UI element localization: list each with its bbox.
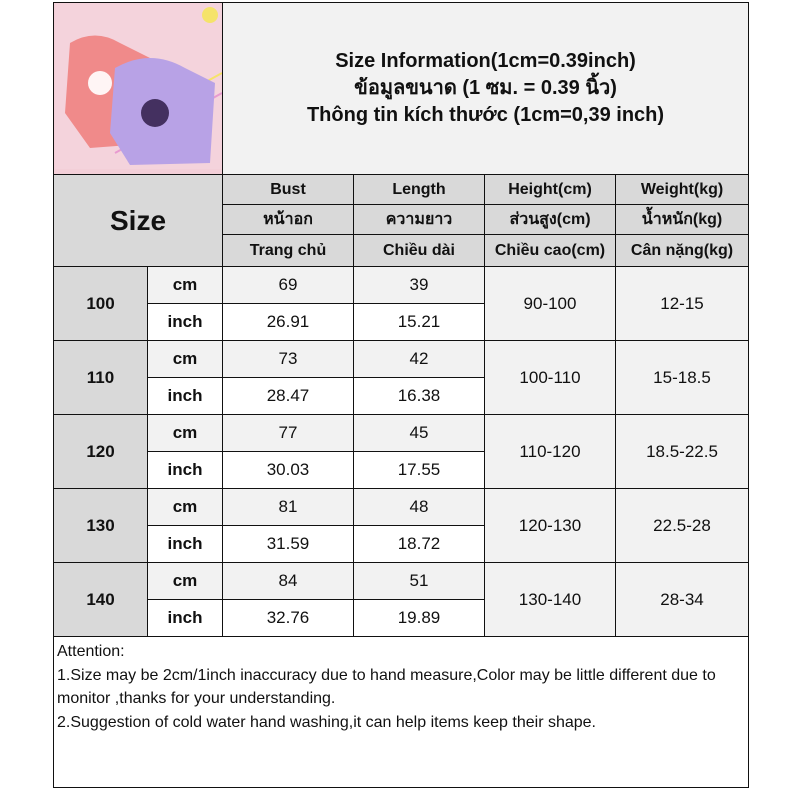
table-row-inch: inch 26.91 15.21 (54, 303, 749, 341)
header-height-vi: Chiều cao(cm) (484, 234, 616, 267)
header-weight-vi: Cân nặng(kg) (614, 234, 750, 267)
length-inch: 15.21 (353, 303, 485, 341)
header-height-th: ส่วนสูง(cm) (484, 204, 616, 235)
table-row-cm: 130 cm 81 48 120-130 22.5-28 (53, 488, 750, 563)
header-length-en: Length (353, 174, 485, 205)
bust-inch: 31.59 (222, 525, 354, 563)
bust-cm: 69 (222, 266, 354, 304)
unit-cm: cm (147, 414, 223, 452)
unit-inch: inch (147, 451, 223, 489)
bust-cm: 81 (222, 488, 354, 526)
length-inch: 17.55 (353, 451, 485, 489)
weight-range: 15-18.5 (614, 340, 750, 415)
attention-note-1: 1.Size may be 2cm/1inch inaccuracy due t… (57, 666, 716, 708)
length-cm: 39 (353, 266, 485, 304)
unit-cm: cm (147, 340, 223, 378)
height-range: 120-130 (484, 488, 616, 563)
title-english: Size Information(1cm=0.39inch) (335, 50, 636, 72)
bust-inch: 32.76 (222, 599, 354, 637)
bust-cm: 84 (222, 562, 354, 600)
weight-range: 28-34 (614, 562, 750, 637)
bust-inch: 26.91 (222, 303, 354, 341)
length-cm: 51 (353, 562, 485, 600)
size-value: 140 (53, 562, 148, 637)
weight-range: 22.5-28 (614, 488, 750, 563)
size-header: Size (53, 174, 223, 267)
size-chart-table: Size Information(1cm=0.39inch) ข้อมูลขนา… (52, 2, 750, 788)
table-row-cm: 140 cm 84 51 130-140 28-34 (53, 562, 750, 637)
length-cm: 42 (353, 340, 485, 378)
unit-inch: inch (147, 303, 223, 341)
height-range: 110-120 (484, 414, 616, 489)
header-weight-en: Weight(kg) (614, 174, 750, 205)
bust-cm: 73 (222, 340, 354, 378)
size-info-title: Size Information(1cm=0.39inch) ข้อมูลขนา… (221, 2, 750, 175)
header-weight-th: น้ำหนัก(kg) (614, 204, 750, 235)
unit-cm: cm (147, 266, 223, 304)
table-row-inch: inch 30.03 17.55 (54, 451, 749, 489)
header-bust-en: Bust (222, 174, 354, 205)
attention-heading: Attention: (57, 643, 125, 660)
table-row-cm: 110 cm 73 42 100-110 15-18.5 (53, 340, 750, 415)
table-row-cm: 100 cm 69 39 90-100 12-15 (53, 266, 750, 341)
weight-range: 18.5-22.5 (614, 414, 750, 489)
product-image (53, 2, 223, 175)
header-bust-th: หน้าอก (222, 204, 354, 235)
height-range: 130-140 (484, 562, 616, 637)
bust-cm: 77 (222, 414, 354, 452)
size-value: 130 (53, 488, 148, 563)
table-row-inch: inch 31.59 18.72 (54, 525, 749, 563)
size-value: 110 (53, 340, 148, 415)
unit-inch: inch (147, 377, 223, 415)
product-image-icon (54, 3, 222, 169)
bust-inch: 28.47 (222, 377, 354, 415)
height-range: 100-110 (484, 340, 616, 415)
unit-cm: cm (147, 562, 223, 600)
table-row-inch: inch 32.76 19.89 (54, 599, 749, 637)
table-row-cm: 120 cm 77 45 110-120 18.5-22.5 (53, 414, 750, 489)
unit-cm: cm (147, 488, 223, 526)
attention-notes: Attention: 1.Size may be 2cm/1inch inacc… (52, 636, 750, 788)
length-cm: 48 (353, 488, 485, 526)
length-inch: 19.89 (353, 599, 485, 637)
header-length-vi: Chiều dài (353, 234, 485, 267)
length-inch: 18.72 (353, 525, 485, 563)
length-cm: 45 (353, 414, 485, 452)
height-range: 90-100 (484, 266, 616, 341)
header-bust-vi: Trang chủ (222, 234, 354, 267)
size-value: 100 (53, 266, 148, 341)
title-thai: ข้อมูลขนาด (1 ซม. = 0.39 นิ้ว) (354, 77, 617, 99)
title-vietnamese: Thông tin kích thước (1cm=0,39 inch) (306, 104, 665, 126)
unit-inch: inch (147, 525, 223, 563)
size-value: 120 (53, 414, 148, 489)
bust-inch: 30.03 (222, 451, 354, 489)
weight-range: 12-15 (614, 266, 750, 341)
header-height-en: Height(cm) (484, 174, 616, 205)
length-inch: 16.38 (353, 377, 485, 415)
attention-note-2: 2.Suggestion of cold water hand washing,… (57, 713, 596, 731)
header-length-th: ความยาว (353, 204, 485, 235)
unit-inch: inch (147, 599, 223, 637)
